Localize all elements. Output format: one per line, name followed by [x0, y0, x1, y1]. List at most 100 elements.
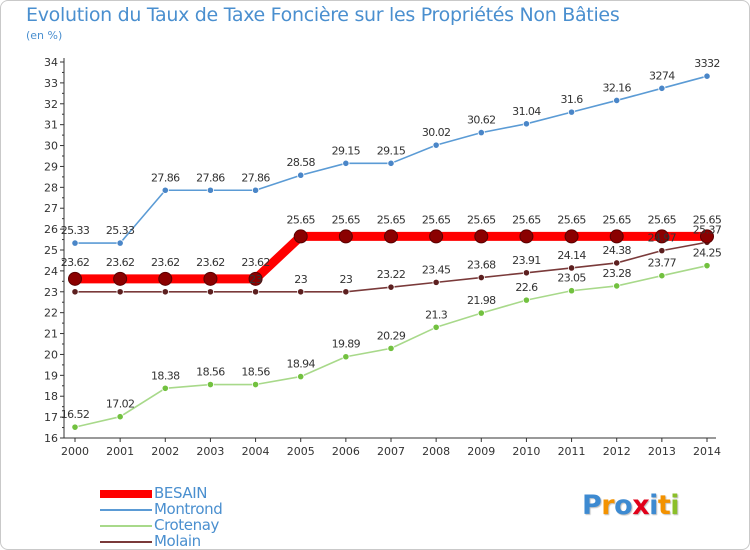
legend-swatch-crotenay — [100, 525, 152, 527]
legend-label: Crotenay — [154, 516, 219, 534]
data-point-crotenay — [71, 423, 79, 431]
data-label-crotenay: 18.56 — [241, 366, 270, 379]
data-point-molain — [432, 278, 440, 286]
data-point-montrond — [387, 159, 395, 167]
x-tick-label: 2014 — [693, 445, 721, 458]
data-point-besain — [519, 229, 534, 244]
data-point-besain — [248, 271, 263, 286]
data-label-montrond: 32.16 — [602, 81, 631, 94]
legend-swatch-besain — [100, 490, 152, 498]
data-point-molain — [161, 288, 169, 296]
logo-letter: t — [657, 490, 671, 521]
data-label-besain: 25.65 — [332, 213, 361, 226]
chart-title: Evolution du Taux de Taxe Foncière sur l… — [26, 4, 620, 26]
data-point-montrond — [342, 159, 350, 167]
data-point-besain — [203, 271, 218, 286]
data-label-crotenay: 21.98 — [467, 294, 496, 307]
data-label-crotenay: 23.28 — [602, 267, 631, 280]
y-tick-label: 34 — [44, 56, 58, 69]
data-label-besain: 25.65 — [467, 213, 496, 226]
data-point-crotenay — [387, 344, 395, 352]
chart-legend: BESAIN Montrond Crotenay Molain — [100, 484, 300, 550]
data-label-montrond: 29.15 — [377, 144, 406, 157]
data-point-besain — [68, 271, 82, 286]
data-point-montrond — [658, 84, 666, 92]
chart-ylabel: (en %) — [26, 29, 63, 42]
data-label-montrond: 27.86 — [241, 171, 270, 184]
data-label-crotenay: 20.29 — [377, 329, 406, 342]
data-label-montrond: 29.15 — [332, 144, 361, 157]
x-tick-label: 2011 — [558, 445, 586, 458]
data-point-molain — [387, 283, 395, 291]
data-label-montrond: 25.33 — [61, 224, 90, 237]
data-label-montrond: 30.62 — [467, 114, 496, 127]
data-point-montrond — [567, 108, 576, 116]
data-point-molain — [567, 264, 576, 272]
data-label-montrond: 31.6 — [561, 93, 584, 106]
data-point-montrond — [297, 171, 305, 179]
data-label-molain: 23.22 — [377, 268, 406, 281]
y-tick-label: 18 — [44, 390, 58, 403]
y-tick-label: 25 — [44, 244, 58, 257]
data-point-crotenay — [297, 372, 305, 381]
x-tick-label: 2008 — [422, 445, 450, 458]
legend-item-crotenay: Crotenay — [100, 516, 300, 534]
data-point-crotenay — [206, 380, 215, 389]
data-label-besain: 23.62 — [196, 256, 225, 269]
data-label-crotenay: 23.77 — [648, 257, 677, 270]
data-label-besain: 25.65 — [422, 213, 451, 226]
y-tick-label: 29 — [44, 160, 58, 173]
data-label-molain: 23 — [339, 273, 352, 286]
x-tick-label: 2005 — [287, 445, 315, 458]
data-label-molain: 24.14 — [557, 249, 586, 262]
legend-swatch-montrond — [100, 509, 152, 511]
x-tick-label: 2001 — [106, 445, 134, 458]
data-label-crotenay: 18.38 — [151, 369, 180, 382]
y-tick-label: 24 — [44, 265, 58, 278]
y-tick-label: 23 — [44, 286, 58, 299]
logo-letter: P — [582, 490, 602, 521]
y-tick-label: 22 — [44, 307, 58, 320]
y-tick-label: 32 — [44, 98, 58, 111]
data-label-besain: 23.62 — [61, 256, 90, 269]
data-point-molain — [477, 273, 485, 282]
data-label-crotenay: 19.89 — [332, 338, 361, 351]
data-label-besain: 25.65 — [557, 213, 586, 226]
logo-letter: o — [614, 490, 633, 521]
data-point-montrond — [71, 239, 79, 247]
data-point-montrond — [522, 120, 531, 128]
x-tick-label: 2002 — [151, 445, 179, 458]
data-point-crotenay — [116, 413, 124, 421]
logo-letter: i — [649, 490, 658, 521]
legend-label: Molain — [154, 532, 201, 550]
data-label-besain: 23.62 — [241, 256, 270, 269]
data-point-crotenay — [522, 296, 531, 304]
data-point-besain — [113, 271, 128, 286]
x-tick-label: 2003 — [196, 445, 224, 458]
x-tick-label: 2004 — [242, 445, 270, 458]
data-point-montrond — [251, 186, 260, 194]
logo-letter: r — [601, 490, 615, 521]
x-tick-label: 2006 — [332, 445, 360, 458]
y-tick-label: 26 — [44, 223, 58, 236]
data-label-molain: 23 — [294, 273, 307, 286]
data-point-besain — [293, 229, 308, 244]
data-point-besain — [609, 229, 624, 244]
x-tick-label: 2007 — [377, 445, 405, 458]
data-point-molain — [613, 259, 621, 267]
data-point-crotenay — [567, 287, 576, 295]
legend-item-besain: BESAIN — [100, 484, 300, 502]
data-point-crotenay — [161, 384, 169, 392]
data-label-crotenay: 23.05 — [557, 272, 586, 285]
y-tick-label: 17 — [44, 411, 58, 424]
y-tick-label: 31 — [44, 119, 58, 132]
data-label-crotenay: 18.94 — [286, 358, 315, 371]
data-label-besain: 25.65 — [693, 213, 722, 226]
data-point-crotenay — [432, 323, 440, 331]
data-point-besain — [474, 229, 489, 244]
data-label-molain: 23.68 — [467, 259, 496, 272]
data-point-molain — [297, 288, 305, 296]
data-label-besain: 25.65 — [377, 213, 406, 226]
data-point-molain — [206, 288, 215, 296]
